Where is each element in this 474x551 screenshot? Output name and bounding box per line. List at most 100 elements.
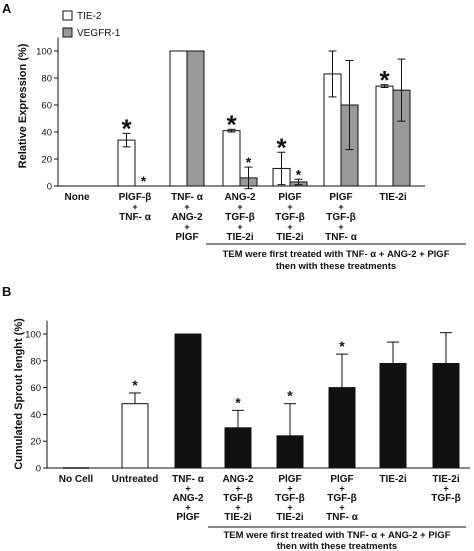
significance-star: * (379, 65, 390, 95)
panel-a-bracket-text-1: TEM were first treated with TNF- α + ANG… (222, 249, 449, 260)
x-tick-label: + (339, 484, 344, 494)
x-tick-label: + (338, 202, 343, 212)
x-tick-label: + (185, 484, 190, 494)
x-tick-label: PlGF (278, 192, 301, 203)
x-tick-label: TNF- α (172, 474, 205, 485)
bar-vegfr1 (186, 50, 205, 187)
y-tick-label: 0 (36, 464, 41, 475)
x-tick-label: + (237, 202, 242, 212)
x-tick-label: ANG-2 (171, 212, 203, 223)
panel-b: B Cumulated Sprout lenght (%) 0 20 40 60 80 1… (2, 284, 470, 551)
x-tick-label: No Cell (59, 474, 94, 485)
y-tick-label: 60 (41, 101, 52, 112)
x-tick-label: TNF- α (325, 232, 358, 243)
panel-b-bracket: TEM were first treated with TNF- α + ANG… (208, 526, 466, 551)
x-tick-label: ANG-2 (224, 192, 256, 203)
panel-b-y-axis-label: Cumulated Sprout lenght (%) (13, 318, 25, 470)
x-tick-label: PlGF (175, 232, 198, 243)
y-tick-label: 80 (30, 356, 41, 367)
panel-b-bracket-text-2: then with these treatments (277, 541, 397, 551)
panel-a-y-axis-label: Relative Expression (%) (17, 43, 29, 168)
y-tick-label: 60 (30, 383, 41, 394)
panel-b-letter: B (2, 284, 11, 299)
significance-star: * (226, 109, 237, 139)
x-tick-label: + (237, 222, 242, 232)
bar (121, 403, 149, 469)
x-tick-label: TNF- α (119, 212, 152, 223)
panel-a: A TIE-2 VEGFR-1 Relative Expression (%) … (2, 1, 466, 272)
panel-b-bars: * * * * (63, 332, 460, 469)
x-tick-label: TNF- α (171, 192, 204, 203)
significance-star: * (141, 173, 147, 189)
x-tick-label: TGF-β (327, 493, 356, 504)
x-tick-label: + (287, 202, 292, 212)
significance-star: * (339, 338, 345, 354)
x-tick-label: TIE-2i (224, 512, 251, 523)
x-tick-label: ANG-2 (172, 493, 204, 504)
legend-swatch-vegfr1 (62, 27, 73, 38)
x-tick-label: Untreated (112, 474, 159, 485)
panel-a-bracket: TEM were first treated with TNF- α + ANG… (206, 243, 466, 272)
x-tick-label: TIE-2i (379, 192, 406, 203)
y-tick-label: 40 (41, 128, 52, 139)
x-tick-label: PlGF (278, 474, 301, 485)
legend-swatch-tie2 (62, 10, 73, 21)
x-tick-label: PlGF (176, 512, 199, 523)
x-tick-label: TGF-β (326, 212, 355, 223)
x-tick-label: TNF- α (326, 512, 359, 523)
panel-b-bracket-text-1: TEM were first treated with TNF- α + ANG… (223, 530, 450, 541)
x-tick-label: + (184, 202, 189, 212)
significance-star: * (287, 388, 293, 404)
significance-star: * (246, 154, 252, 170)
x-tick-label: TGF-β (275, 212, 304, 223)
y-tick-label: 40 (30, 410, 41, 421)
x-tick-label: + (338, 222, 343, 232)
significance-star: * (296, 166, 302, 182)
bar (328, 387, 356, 469)
significance-star: * (235, 394, 241, 410)
x-tick-label: TIE-2i (276, 232, 303, 243)
x-tick-label: TIE-2i (226, 232, 253, 243)
x-tick-label: + (132, 202, 137, 212)
significance-star: * (121, 113, 132, 143)
y-tick-label: 20 (41, 155, 52, 166)
panel-a-bracket-text-2: then with these treatments (276, 261, 396, 272)
x-tick-label: None (65, 192, 90, 203)
x-tick-label: + (184, 222, 189, 232)
x-tick-label: TGF-β (223, 493, 252, 504)
x-tick-label: + (185, 503, 190, 513)
x-tick-label: TIE-2i (432, 474, 459, 485)
panel-b-x-labels: No Cell Untreated TNF- α+ANG-2+PlGFANG-2+T… (59, 474, 461, 523)
x-tick-label: TGF-β (225, 212, 254, 223)
y-tick-label: 0 (47, 182, 52, 193)
panel-a-legend: TIE-2 VEGFR-1 (62, 10, 121, 39)
significance-star: * (132, 377, 138, 393)
bar (432, 362, 460, 469)
x-tick-label: + (443, 484, 448, 494)
y-tick-label: 100 (36, 47, 52, 58)
x-tick-label: TGF-β (431, 493, 460, 504)
y-tick-label: 20 (30, 437, 41, 448)
x-tick-label: TIE-2i (276, 512, 303, 523)
bar (276, 435, 304, 469)
bar (379, 362, 407, 469)
x-tick-label: ANG-2 (222, 474, 254, 485)
x-tick-label: PlGF-β (119, 192, 152, 203)
x-tick-label: + (287, 484, 292, 494)
panel-a-letter: A (2, 1, 12, 16)
x-tick-label: PlGF (329, 192, 352, 203)
panel-a-bars: * * * * * * * (117, 50, 411, 190)
x-tick-label: TIE-2i (379, 474, 406, 485)
bar-tie2 (375, 85, 394, 187)
x-tick-label: TGF-β (275, 493, 304, 504)
significance-star: * (276, 132, 287, 162)
x-tick-label: PlGF (330, 474, 353, 485)
x-tick-label: + (235, 503, 240, 513)
y-tick-label: 100 (25, 330, 41, 341)
bar (224, 427, 252, 469)
bar (174, 333, 202, 469)
legend-label-vegfr1: VEGFR-1 (77, 28, 121, 39)
x-tick-label: + (287, 503, 292, 513)
